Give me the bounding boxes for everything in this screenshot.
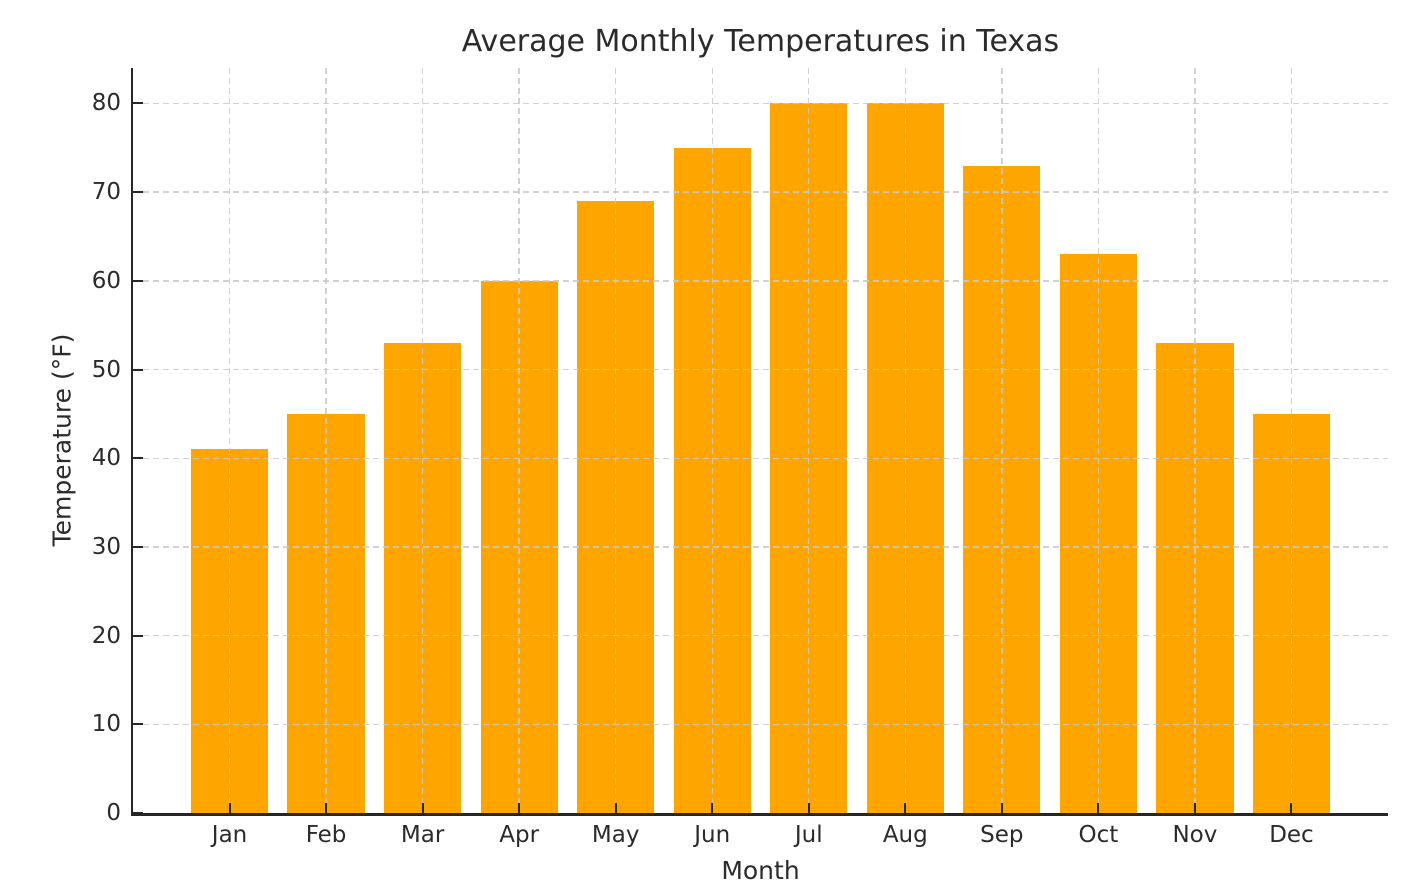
gridline-horizontal [133, 102, 1388, 105]
y-tick-mark [133, 368, 143, 371]
x-tick-mark [1000, 803, 1003, 813]
plot-area [130, 68, 1388, 816]
gridline-vertical [518, 68, 520, 813]
x-tick-label: Oct [1078, 822, 1119, 848]
x-tick-label: Jan [211, 822, 248, 848]
gridline-horizontal [133, 546, 1388, 548]
x-tick-mark [614, 803, 617, 813]
y-tick-label: 20 [91, 622, 121, 649]
gridline-vertical [904, 68, 906, 813]
x-tick-mark [904, 803, 907, 813]
y-tick-label: 0 [106, 800, 121, 826]
chart-title: Average Monthly Temperatures in Texas [461, 24, 1060, 59]
y-tick-mark [133, 545, 143, 548]
y-tick-label: 80 [91, 90, 121, 117]
y-tick-label: 50 [91, 356, 121, 383]
gridline-horizontal [133, 457, 1388, 459]
x-tick-label: Nov [1172, 822, 1218, 848]
gridline-horizontal [133, 634, 1388, 637]
x-tick-label: Sep [980, 822, 1024, 848]
ticks-layer [133, 68, 1388, 814]
x-tick-mark [325, 803, 328, 813]
x-tick-mark [711, 803, 714, 813]
gridline-vertical [614, 68, 617, 813]
gridline-horizontal [133, 280, 1388, 282]
gridline-vertical [1194, 68, 1196, 813]
x-tick-mark [421, 803, 424, 813]
y-tick-label: 30 [91, 533, 121, 560]
x-tick-mark [228, 803, 231, 813]
x-tick-label: Apr [499, 822, 540, 848]
gridline-vertical [808, 68, 810, 813]
x-tick-mark [518, 803, 521, 813]
gridline-horizontal [133, 368, 1388, 371]
gridline-vertical [1001, 68, 1003, 813]
y-axis-spine [130, 68, 133, 816]
x-tick-label: Jun [694, 822, 731, 848]
gridline-horizontal [133, 723, 1388, 725]
gridline-vertical [711, 68, 713, 813]
x-tick-label: Mar [400, 822, 445, 848]
gridline-vertical [1097, 68, 1100, 813]
x-tick-mark [807, 803, 810, 813]
x-tick-mark [1097, 803, 1100, 813]
y-tick-mark [133, 102, 143, 105]
x-tick-mark [1193, 803, 1196, 813]
y-tick-label: 40 [91, 445, 121, 472]
grid-layer [133, 68, 1388, 813]
y-tick-label: 10 [91, 711, 121, 738]
y-tick-mark [133, 191, 143, 194]
y-tick-mark [133, 457, 143, 460]
y-tick-label: 70 [91, 179, 121, 206]
x-tick-label: Dec [1269, 822, 1314, 848]
x-tick-label: Jul [794, 822, 823, 848]
x-axis-spine [130, 813, 1388, 816]
y-tick-mark [133, 723, 143, 726]
gridline-vertical [228, 68, 231, 813]
x-tick-label: May [591, 822, 640, 848]
gridline-vertical [325, 68, 327, 813]
gridline-vertical [1290, 68, 1293, 813]
x-axis-label: Month [721, 856, 800, 885]
y-tick-mark [133, 279, 143, 282]
x-tick-label: Aug [882, 822, 928, 848]
x-tick-mark [1290, 803, 1293, 813]
x-tick-label: Feb [305, 822, 347, 848]
y-tick-mark [133, 634, 143, 637]
gridline-horizontal [133, 191, 1388, 193]
y-tick-label: 60 [91, 267, 121, 294]
gridline-vertical [421, 68, 424, 813]
